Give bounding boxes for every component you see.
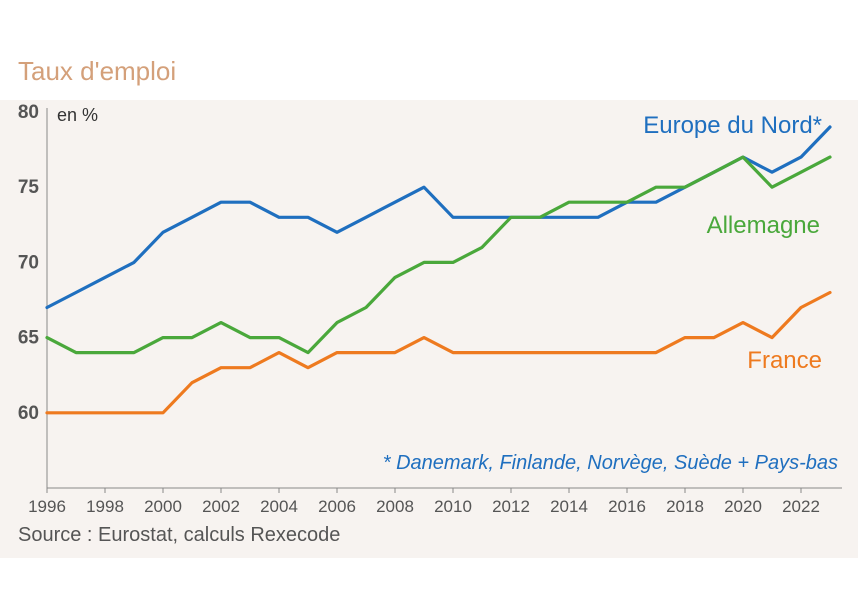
x-tick-label: 2022: [782, 497, 820, 516]
y-ticks: 60 65 70 75 80: [18, 102, 40, 424]
series-line-france: [45, 290, 832, 415]
y-tick-label: 60: [18, 403, 39, 424]
x-ticks: 1996 1998 2000 2002 2004 2006 2008 2010 2012 2014…: [28, 488, 820, 516]
y-tick-label: 75: [18, 177, 40, 198]
footnote-annotation: * Danemark, Finlande, Norvège, Suède + P…: [383, 452, 838, 474]
unit-label: en %: [57, 105, 98, 125]
series-labels: Europe du Nord* Allemagne France: [643, 112, 822, 374]
x-tick-label: 1998: [86, 497, 124, 516]
x-tick-label: 2006: [318, 497, 356, 516]
chart-panel: [0, 100, 858, 558]
series-label: France: [747, 347, 822, 374]
x-tick-label: 2010: [434, 497, 472, 516]
series-lines: [45, 125, 832, 415]
x-tick-label: 2020: [724, 497, 762, 516]
x-tick-label: 2004: [260, 497, 298, 516]
y-tick-label: 80: [18, 102, 39, 123]
x-tick-label: 2014: [550, 497, 588, 516]
x-tick-label: 2000: [144, 497, 182, 516]
y-tick-label: 65: [18, 328, 40, 349]
series-label: Europe du Nord*: [643, 112, 822, 139]
x-tick-label: 2008: [376, 497, 414, 516]
x-tick-label: 1996: [28, 497, 66, 516]
series-label: Allemagne: [707, 212, 820, 239]
x-tick-label: 2018: [666, 497, 704, 516]
source-note: Source : Eurostat, calculs Rexecode: [18, 524, 341, 546]
x-tick-label: 2016: [608, 497, 646, 516]
y-tick-label: 70: [18, 252, 39, 273]
series-line-allemagne: [45, 155, 832, 355]
x-tick-label: 2012: [492, 497, 530, 516]
chart-title: Taux d'emploi: [18, 56, 177, 86]
x-tick-label: 2002: [202, 497, 240, 516]
